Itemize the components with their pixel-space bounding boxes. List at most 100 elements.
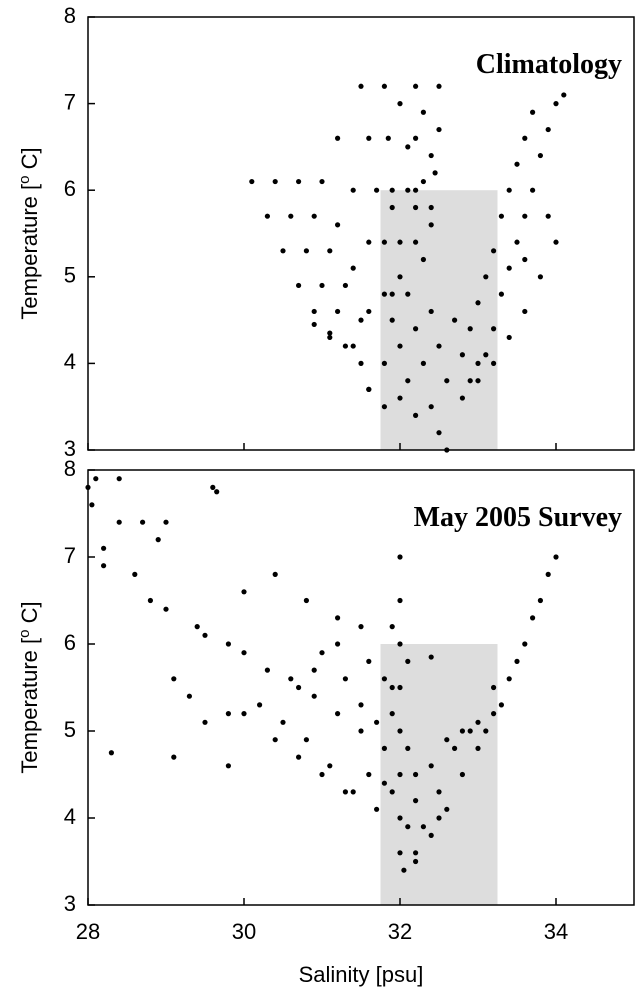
- data-point: [522, 641, 528, 647]
- data-point: [436, 430, 442, 436]
- data-point: [350, 343, 356, 349]
- data-point: [459, 395, 465, 401]
- data-point: [280, 719, 286, 725]
- data-point: [397, 684, 403, 691]
- data-point: [514, 161, 520, 167]
- data-point: [272, 737, 278, 743]
- data-point: [420, 178, 426, 185]
- data-point: [358, 360, 364, 366]
- data-point: [506, 187, 512, 193]
- data-point: [342, 343, 348, 349]
- data-point: [413, 204, 419, 211]
- data-point: [241, 711, 247, 717]
- data-point: [350, 265, 356, 271]
- data-point: [335, 222, 341, 228]
- data-point: [397, 554, 403, 560]
- data-point: [530, 109, 536, 115]
- data-point: [264, 213, 270, 219]
- data-point: [358, 317, 364, 323]
- data-point: [459, 771, 465, 778]
- data-point: [491, 326, 497, 332]
- annotation: Climatology: [476, 49, 622, 80]
- data-point: [522, 213, 528, 219]
- data-point: [358, 624, 364, 630]
- data-point: [444, 378, 450, 384]
- data-point: [436, 789, 442, 795]
- data-point: [171, 754, 177, 760]
- y-tick-label: 6: [64, 630, 76, 655]
- data-point: [553, 239, 559, 245]
- data-point: [342, 282, 348, 289]
- data-point: [397, 239, 403, 245]
- data-point: [296, 684, 302, 691]
- data-point: [436, 83, 442, 89]
- data-point: [385, 135, 391, 141]
- data-point: [522, 135, 528, 141]
- data-point: [397, 395, 403, 401]
- x-tick-label: 32: [388, 919, 412, 944]
- data-point: [428, 152, 434, 159]
- data-point: [428, 404, 434, 410]
- y-tick-label: 7: [64, 89, 76, 114]
- data-point: [358, 83, 364, 89]
- y-tick-label: 8: [64, 3, 76, 28]
- data-point: [420, 109, 426, 115]
- data-point: [459, 352, 465, 358]
- data-point: [537, 274, 544, 280]
- data-point: [374, 806, 380, 812]
- data-point: [514, 239, 520, 245]
- data-point: [483, 274, 489, 280]
- x-tick-label: 30: [232, 919, 256, 944]
- data-point: [389, 789, 395, 795]
- data-point: [428, 222, 434, 228]
- data-point: [389, 624, 395, 630]
- data-point: [214, 489, 220, 495]
- data-point: [288, 676, 294, 682]
- annotation: May 2005 Survey: [414, 502, 622, 533]
- data-point: [327, 334, 333, 341]
- data-point: [420, 256, 426, 263]
- data-point: [381, 291, 387, 297]
- data-point: [413, 858, 419, 865]
- data-point: [475, 378, 481, 384]
- data-point: [452, 745, 458, 752]
- data-point: [397, 343, 403, 349]
- data-point: [108, 750, 114, 756]
- data-point: [366, 386, 372, 392]
- y-axis-label-part: C]: [17, 147, 42, 175]
- data-point: [420, 360, 426, 366]
- data-point: [311, 308, 317, 315]
- data-point: [401, 867, 407, 873]
- y-tick-label: 8: [64, 456, 76, 481]
- data-point: [249, 178, 255, 185]
- data-point: [498, 291, 504, 297]
- y-tick-label: 4: [64, 804, 76, 829]
- data-point: [381, 676, 387, 682]
- data-point: [413, 135, 419, 141]
- data-point: [335, 308, 341, 315]
- data-point: [342, 676, 348, 682]
- data-point: [522, 308, 528, 315]
- data-point: [397, 274, 403, 280]
- data-point: [389, 317, 395, 323]
- y-tick-label: 3: [64, 436, 76, 461]
- data-point: [327, 330, 333, 336]
- data-point: [405, 187, 411, 193]
- data-point: [413, 850, 419, 856]
- data-point: [413, 187, 419, 193]
- data-point: [530, 615, 536, 621]
- data-point: [436, 126, 442, 133]
- data-point: [350, 187, 356, 193]
- data-point: [350, 789, 356, 795]
- data-point: [514, 658, 520, 665]
- data-point: [475, 300, 481, 306]
- data-point: [561, 92, 567, 98]
- data-point: [397, 641, 403, 647]
- data-point: [366, 308, 372, 315]
- data-point: [405, 824, 411, 830]
- data-point: [444, 737, 450, 743]
- data-point: [444, 806, 450, 812]
- y-axis-label-part: o: [16, 176, 33, 184]
- data-point: [296, 282, 302, 289]
